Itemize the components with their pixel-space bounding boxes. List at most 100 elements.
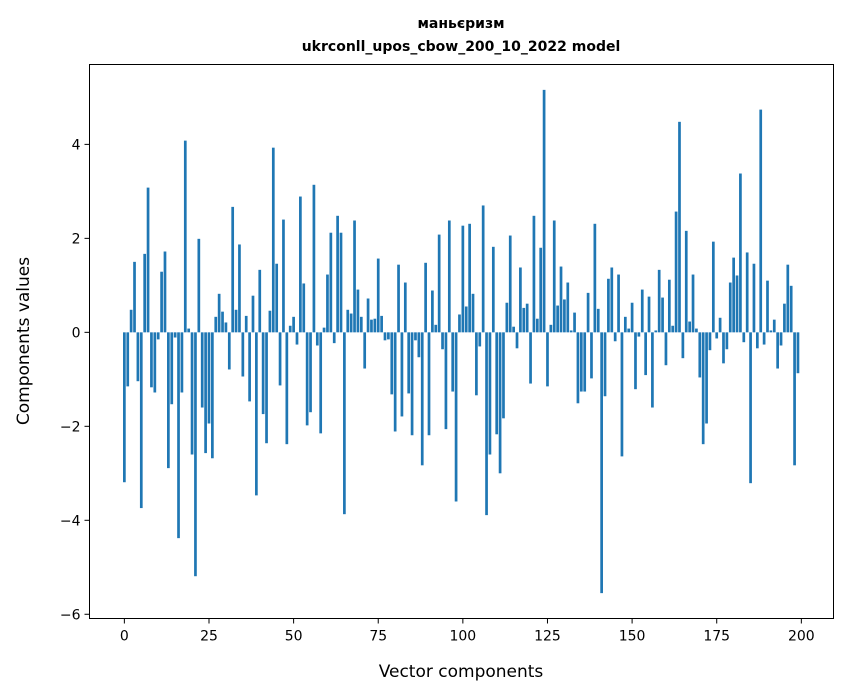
bar-85	[410, 332, 414, 436]
bar-21	[194, 332, 197, 577]
bar-186	[752, 263, 756, 333]
bar-139	[593, 223, 597, 333]
bar-48	[285, 332, 289, 445]
bar-180	[732, 257, 735, 333]
bar-6	[143, 253, 147, 333]
bar-81	[397, 264, 400, 333]
bar-15	[173, 332, 177, 338]
bar-114	[508, 235, 512, 333]
bar-100	[461, 225, 465, 333]
x-axis-ticks: 0 25 50 75 100 125 150 175 200	[120, 618, 815, 645]
bar-145	[613, 332, 617, 342]
bar-161	[667, 279, 671, 333]
bar-150	[630, 302, 634, 333]
bar-29	[221, 311, 224, 333]
bar-147	[620, 332, 624, 457]
bar-28	[217, 293, 221, 333]
bar-179	[728, 282, 732, 333]
bar-23	[200, 332, 204, 408]
bar-65	[343, 332, 346, 515]
bar-46	[278, 332, 282, 386]
bar-193	[776, 332, 780, 369]
bar-172	[705, 332, 708, 424]
bar-17	[180, 332, 184, 393]
bar-67	[349, 313, 353, 333]
bar-120	[529, 332, 532, 384]
bar-77	[383, 332, 387, 341]
bar-117	[519, 267, 522, 333]
bar-20	[190, 332, 194, 455]
bar-167	[688, 321, 691, 333]
chart-title: маньєризм	[417, 16, 504, 32]
bar-52	[299, 196, 302, 333]
bar-119	[525, 303, 529, 333]
bar-25	[207, 332, 211, 424]
bar-34	[238, 244, 241, 333]
bar-127	[552, 220, 556, 333]
bar-37	[248, 332, 251, 402]
bar-19	[187, 328, 191, 333]
bar-88	[420, 332, 424, 466]
bar-75	[376, 258, 380, 333]
bar-190	[766, 280, 769, 333]
bar-135	[579, 332, 583, 392]
bar-50	[292, 316, 295, 333]
bar-158	[657, 269, 661, 333]
bar-129	[559, 266, 563, 333]
bar-101	[464, 306, 468, 333]
bar-199	[796, 332, 800, 374]
bar-61	[329, 232, 333, 333]
x-tick-label: 100	[449, 629, 476, 645]
bar-153	[640, 289, 644, 333]
bar-149	[627, 328, 631, 333]
bar-177	[722, 332, 725, 364]
bar-109	[491, 246, 495, 333]
bar-151	[634, 332, 637, 390]
bar-7	[146, 187, 150, 333]
bar-115	[512, 326, 515, 333]
y-tick-label: 0	[72, 325, 81, 341]
x-tick-label: 50	[285, 629, 303, 645]
bar-71	[363, 332, 367, 369]
bar-131	[566, 282, 570, 333]
bar-24	[204, 332, 207, 454]
bar-32	[231, 206, 235, 333]
bar-11	[160, 271, 163, 333]
bar-162	[671, 325, 675, 333]
bar-74	[373, 318, 377, 333]
bar-14	[170, 332, 174, 405]
bar-107	[485, 332, 488, 516]
bar-191	[769, 330, 773, 333]
bar-8	[150, 332, 153, 388]
bar-79	[390, 332, 394, 395]
bar-183	[742, 332, 746, 343]
bar-58	[319, 332, 323, 434]
bar-165	[681, 332, 685, 359]
bar-130	[563, 299, 566, 333]
bar-124	[542, 89, 546, 333]
bar-35	[241, 332, 245, 377]
bar-188	[759, 109, 763, 333]
bar-154	[644, 332, 647, 376]
bar-36	[244, 315, 248, 333]
bar-189	[762, 332, 766, 345]
bar-26	[211, 332, 214, 459]
bar-92	[434, 324, 438, 333]
x-tick-label: 125	[534, 629, 561, 645]
bar-111	[498, 332, 502, 474]
bar-123	[539, 247, 543, 333]
bar-134	[576, 332, 580, 404]
bar-45	[275, 263, 279, 333]
x-tick-label: 75	[369, 629, 387, 645]
bar-98	[454, 332, 458, 502]
bar-142	[603, 332, 607, 397]
bar-182	[739, 173, 742, 333]
bar-39	[255, 332, 258, 496]
bar-155	[647, 296, 651, 333]
bar-16	[177, 332, 180, 539]
bar-63	[336, 215, 339, 333]
bar-166	[684, 230, 688, 333]
bar-30	[224, 322, 228, 333]
bar-78	[387, 332, 390, 340]
y-axis-label: Components values	[14, 257, 34, 425]
